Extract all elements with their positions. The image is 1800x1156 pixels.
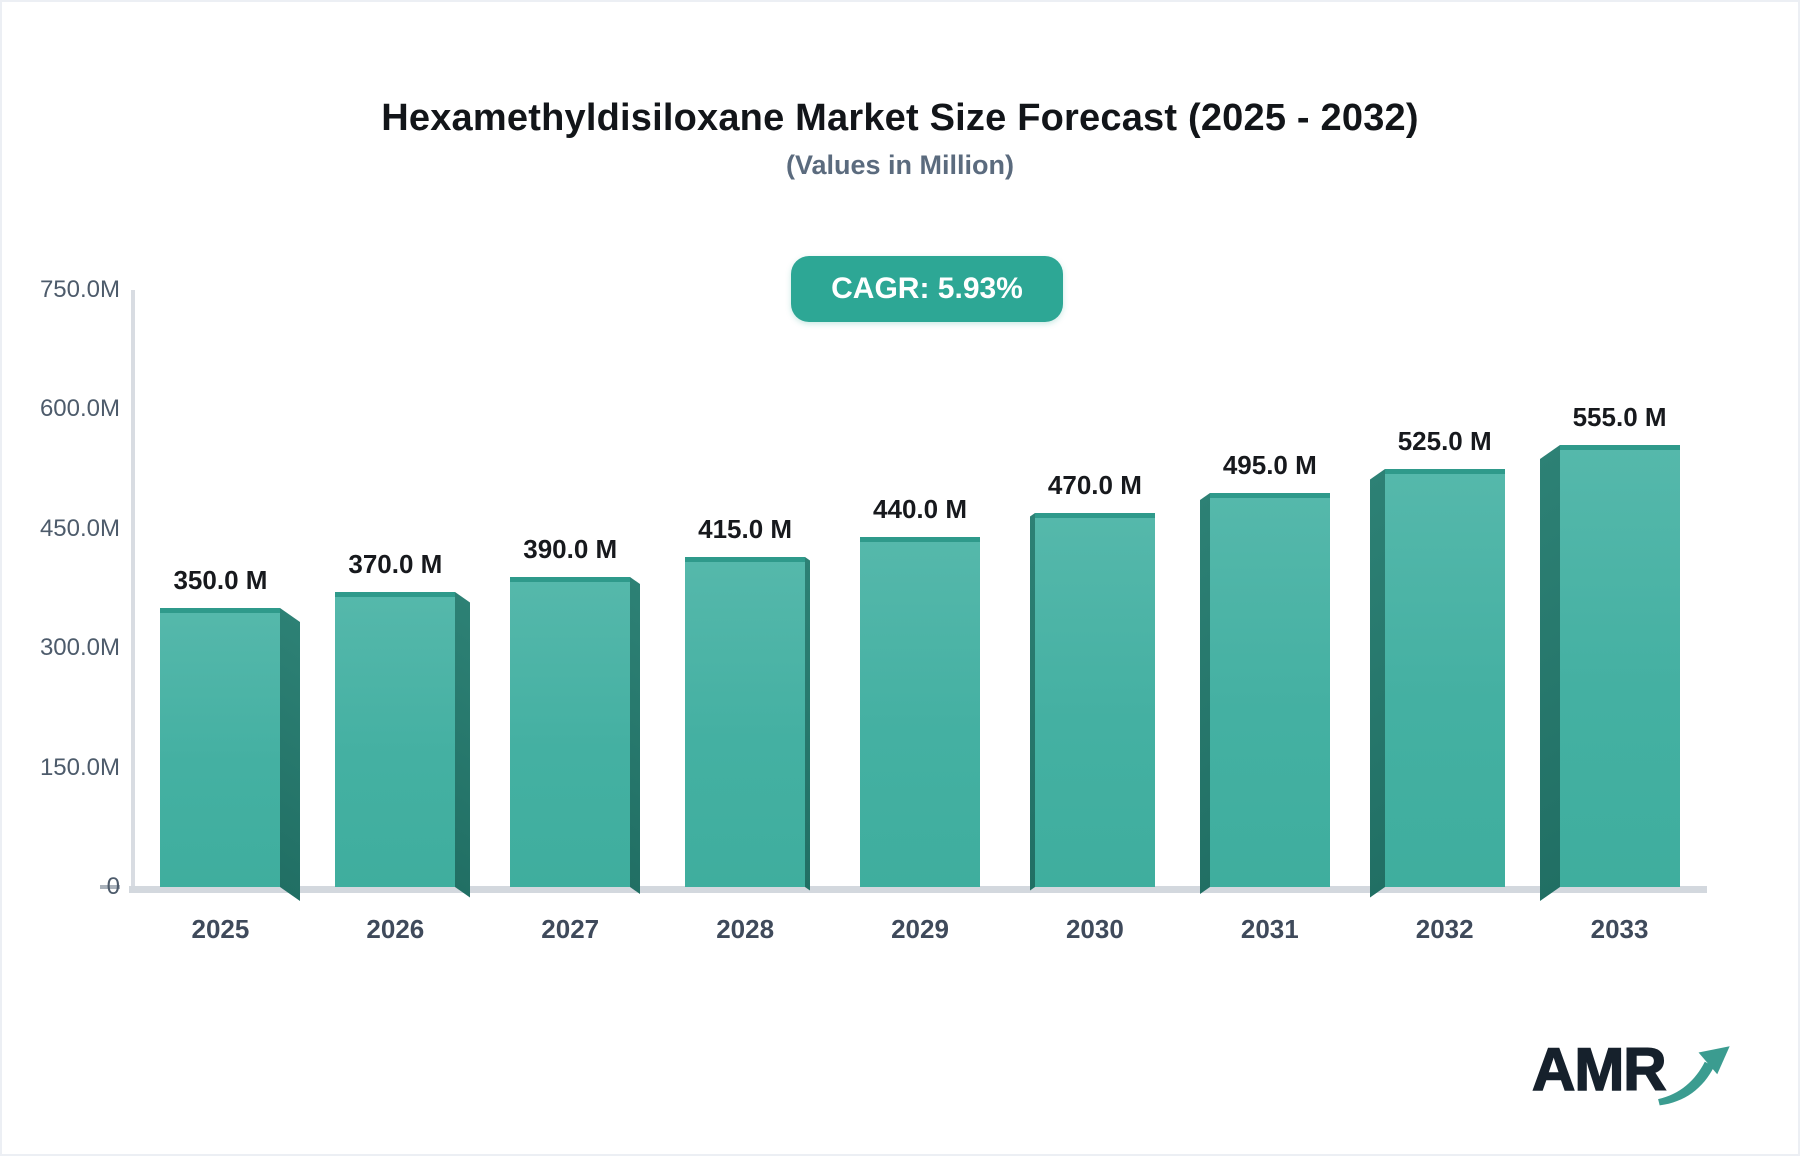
bar-value-label: 470.0 M xyxy=(1047,469,1142,500)
bar-face-2029[interactable] xyxy=(860,536,980,887)
zero-tick-mark xyxy=(100,885,120,889)
bar-side-face xyxy=(455,592,471,898)
bar-slot: 440.0 M 2029 xyxy=(833,290,1008,944)
bar-side-face xyxy=(805,556,811,891)
bar-side-face xyxy=(630,576,641,895)
bar-face-2026[interactable] xyxy=(335,592,456,887)
y-tick-label: 600.0M xyxy=(39,395,120,423)
bar-slot: 415.0 M 2028 xyxy=(658,290,833,944)
amr-logo-text: AMR xyxy=(1531,1036,1667,1103)
bar-face-2028[interactable] xyxy=(685,556,806,887)
chart-title: Hexamethyldisiloxane Market Size Forecas… xyxy=(381,97,1419,139)
bar-slot: 370.0 M 2026 xyxy=(308,290,483,944)
bar-value-label: 350.0 M xyxy=(173,565,268,596)
x-tick-label: 2033 xyxy=(1590,914,1649,944)
x-tick-label: 2026 xyxy=(366,914,425,944)
x-tick-label: 2027 xyxy=(541,914,600,944)
bar-value-label: 440.0 M xyxy=(873,493,967,524)
bar-face-2031[interactable] xyxy=(1209,492,1330,887)
bar-slot: 350.0 M 2025 xyxy=(133,290,308,944)
bar-face-2032[interactable] xyxy=(1384,469,1505,887)
bar-side-face xyxy=(1199,492,1210,895)
plot-area: 350.0 M 2025 370.0 M 2026 390.0 M 2027 415.0 M… xyxy=(133,290,1707,944)
y-tick-label: 0 xyxy=(106,873,120,900)
bar-side-face xyxy=(280,608,301,902)
x-tick-label: 2028 xyxy=(716,914,775,944)
bar-slot: 555.0 M 2033 xyxy=(1532,290,1707,944)
bar-value-label: 415.0 M xyxy=(698,513,793,544)
bar-side-face xyxy=(1369,469,1385,898)
x-tick-label: 2029 xyxy=(891,914,949,944)
bar-value-label: 525.0 M xyxy=(1397,426,1492,457)
bar-face-2025[interactable] xyxy=(160,608,281,887)
growth-arrow-icon xyxy=(1657,1040,1736,1115)
bar-face-2033[interactable] xyxy=(1559,445,1680,887)
bar-value-label: 390.0 M xyxy=(523,533,618,564)
bar-slot: 495.0 M 2031 xyxy=(1182,290,1357,944)
y-tick-label: 300.0M xyxy=(39,634,120,662)
amr-logo: AMR xyxy=(1531,1036,1736,1115)
x-tick-label: 2025 xyxy=(191,914,250,944)
x-axis-line xyxy=(129,886,1707,893)
x-tick-label: 2031 xyxy=(1240,914,1299,944)
bar-face-2030[interactable] xyxy=(1034,512,1155,887)
y-tick-label: 750.0M xyxy=(39,276,120,303)
y-tick-label: 150.0M xyxy=(39,753,120,781)
x-tick-label: 2030 xyxy=(1065,914,1124,944)
bar-value-label: 370.0 M xyxy=(348,549,443,580)
chart-subtitle: (Values in Million) xyxy=(785,150,1015,180)
y-axis-line xyxy=(131,290,135,887)
bar-side-face xyxy=(1539,445,1560,902)
bar-value-label: 495.0 M xyxy=(1222,449,1317,480)
cagr-badge: CAGR: 5.93% xyxy=(791,256,1063,322)
bar-slot: 470.0 M 2030 xyxy=(1007,290,1182,944)
x-tick-label: 2032 xyxy=(1415,914,1474,944)
bar-face-2027[interactable] xyxy=(510,576,631,887)
y-tick-label: 450.0M xyxy=(39,514,120,542)
bar-value-label: 555.0 M xyxy=(1572,402,1667,433)
bar-slot: 390.0 M 2027 xyxy=(483,290,658,944)
bar-slot: 525.0 M 2032 xyxy=(1357,290,1532,944)
